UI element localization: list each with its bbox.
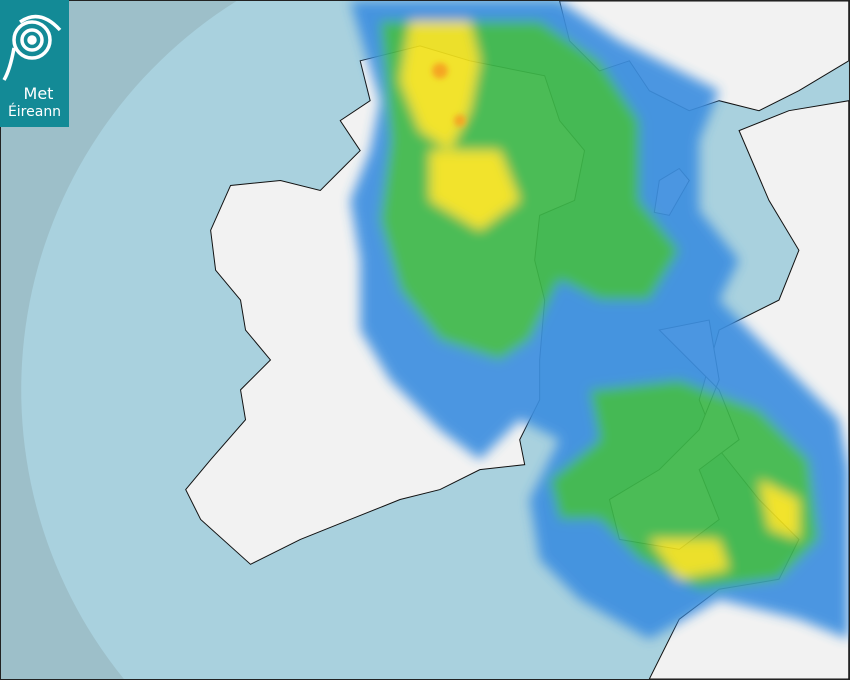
logo-text-met: Met	[23, 84, 54, 103]
met-eireann-logo: Met Éireann	[0, 0, 69, 127]
heavy-rain-cores	[431, 62, 466, 127]
logo-text-eireann: Éireann	[7, 104, 62, 120]
rain-echoes	[350, 1, 849, 640]
swirl-logo-icon	[2, 14, 62, 81]
